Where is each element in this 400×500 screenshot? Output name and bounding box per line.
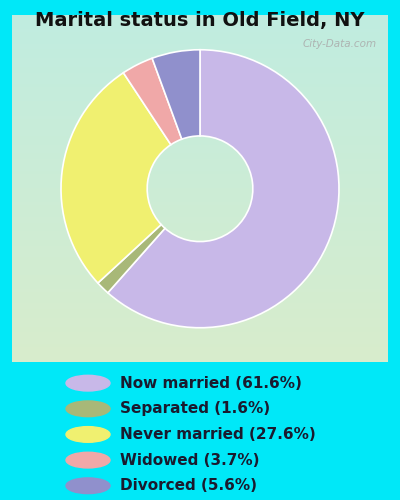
Text: Divorced (5.6%): Divorced (5.6%): [120, 478, 257, 493]
Circle shape: [66, 426, 110, 442]
Circle shape: [66, 452, 110, 468]
Circle shape: [66, 376, 110, 391]
Text: Now married (61.6%): Now married (61.6%): [120, 376, 302, 390]
Wedge shape: [98, 224, 165, 293]
Text: Never married (27.6%): Never married (27.6%): [120, 427, 316, 442]
Circle shape: [66, 401, 110, 416]
Text: Separated (1.6%): Separated (1.6%): [120, 402, 270, 416]
Wedge shape: [152, 50, 200, 139]
Text: Widowed (3.7%): Widowed (3.7%): [120, 452, 260, 468]
Circle shape: [66, 478, 110, 494]
Wedge shape: [108, 50, 339, 328]
Wedge shape: [123, 58, 182, 144]
Wedge shape: [61, 73, 171, 283]
Text: City-Data.com: City-Data.com: [302, 40, 377, 50]
Text: Marital status in Old Field, NY: Marital status in Old Field, NY: [35, 11, 365, 30]
